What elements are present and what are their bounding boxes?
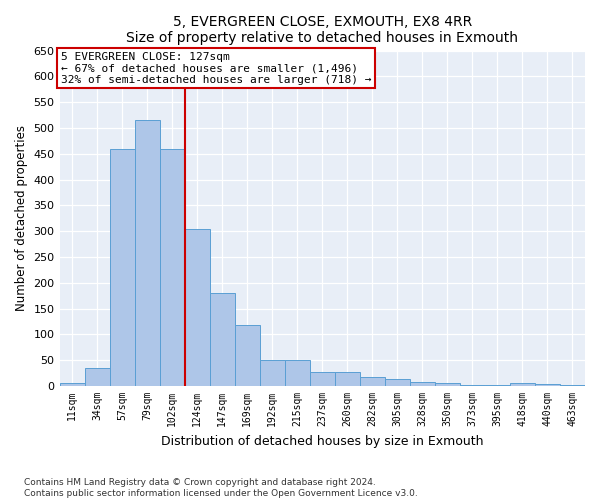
Text: 5 EVERGREEN CLOSE: 127sqm
← 67% of detached houses are smaller (1,496)
32% of se: 5 EVERGREEN CLOSE: 127sqm ← 67% of detac… — [61, 52, 371, 85]
Bar — [410, 382, 435, 386]
Bar — [310, 372, 335, 386]
Bar — [435, 384, 460, 386]
Bar — [134, 120, 160, 386]
Bar — [260, 360, 285, 386]
Bar — [560, 384, 585, 386]
X-axis label: Distribution of detached houses by size in Exmouth: Distribution of detached houses by size … — [161, 434, 484, 448]
Title: 5, EVERGREEN CLOSE, EXMOUTH, EX8 4RR
Size of property relative to detached house: 5, EVERGREEN CLOSE, EXMOUTH, EX8 4RR Siz… — [126, 15, 518, 45]
Bar — [360, 377, 385, 386]
Bar — [460, 384, 485, 386]
Text: Contains HM Land Registry data © Crown copyright and database right 2024.
Contai: Contains HM Land Registry data © Crown c… — [24, 478, 418, 498]
Bar — [209, 293, 235, 386]
Bar — [85, 368, 110, 386]
Bar — [235, 325, 260, 386]
Bar — [535, 384, 560, 386]
Bar — [335, 372, 360, 386]
Y-axis label: Number of detached properties: Number of detached properties — [15, 126, 28, 312]
Bar — [59, 384, 85, 386]
Bar — [110, 148, 134, 386]
Bar — [185, 228, 209, 386]
Bar — [285, 360, 310, 386]
Bar — [510, 384, 535, 386]
Bar — [160, 148, 185, 386]
Bar — [385, 380, 410, 386]
Bar — [485, 384, 510, 386]
